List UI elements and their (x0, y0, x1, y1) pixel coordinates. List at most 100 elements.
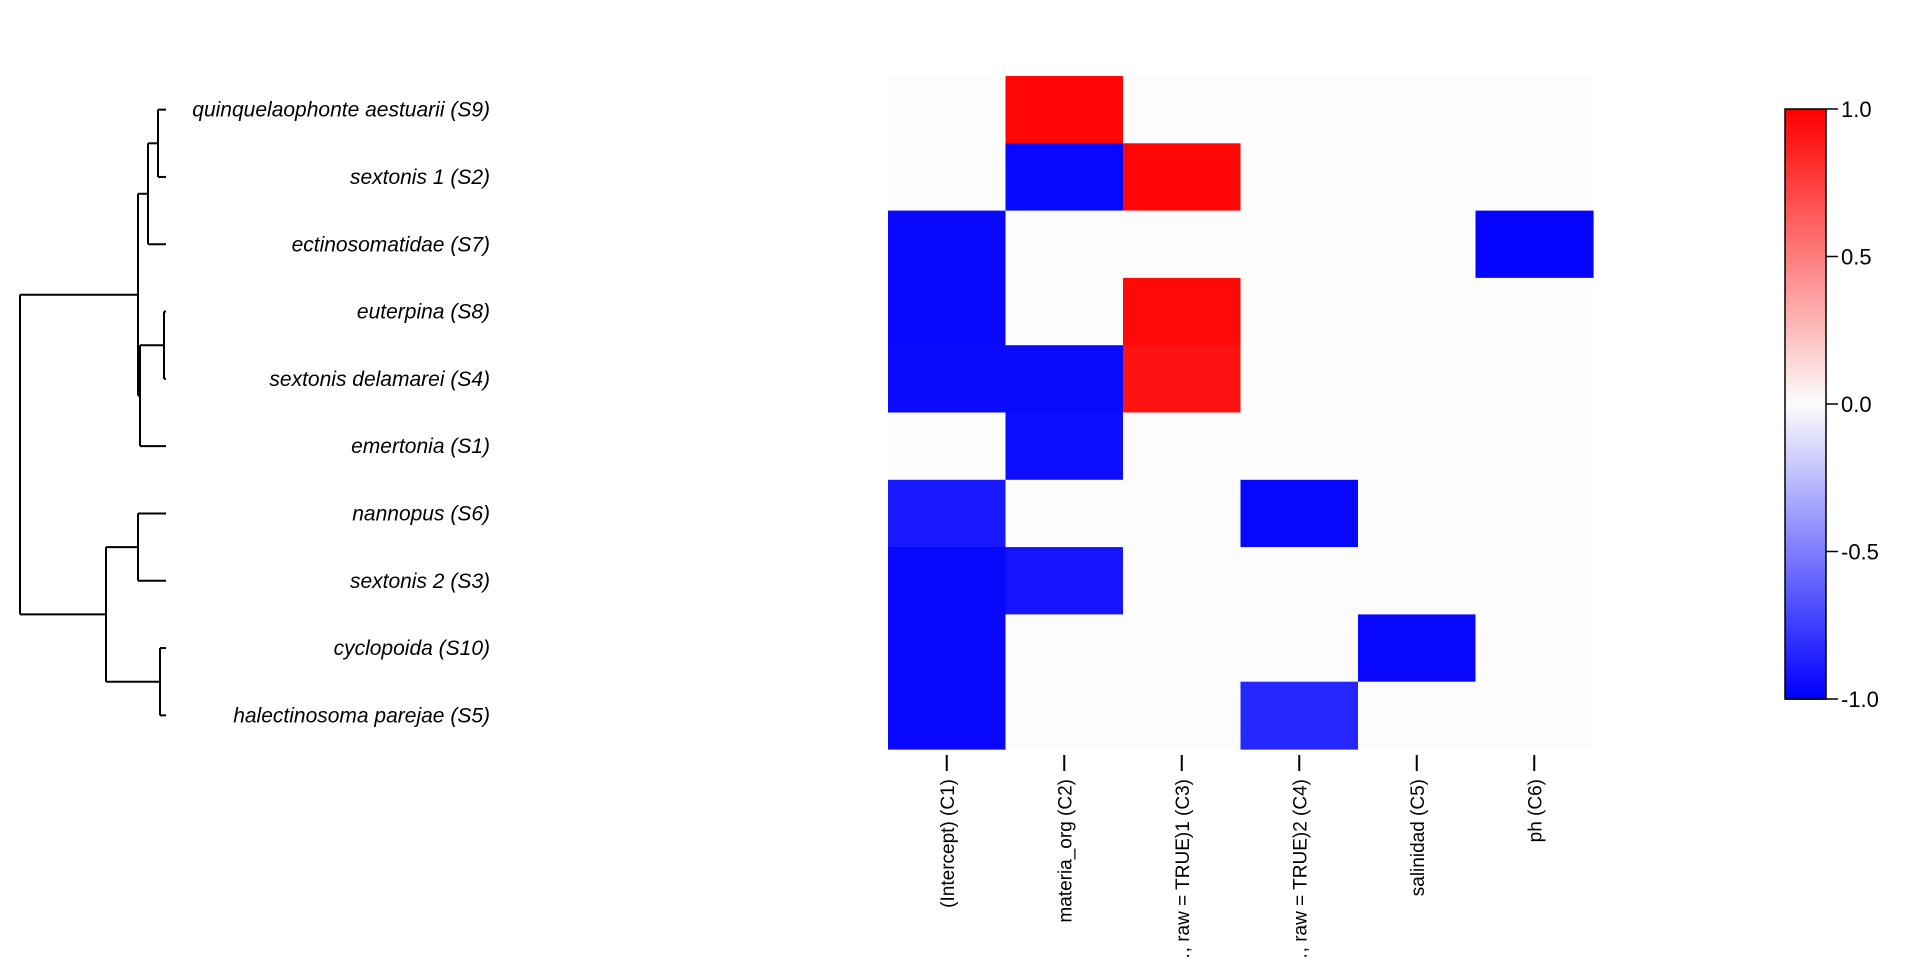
colorbar-segment (1785, 684, 1826, 688)
colorbar-segment (1785, 235, 1826, 240)
colorbar-segment (1785, 321, 1826, 326)
colorbar-segment (1785, 560, 1826, 565)
colorbar-segment (1785, 471, 1826, 476)
colorbar-segment (1785, 634, 1826, 638)
colorbar-segment (1785, 377, 1826, 382)
heatmap-cell (1358, 681, 1477, 750)
heatmap-cell (888, 479, 1007, 548)
heatmap-cell (1005, 76, 1124, 144)
colorbar-tick-label: -1.0 (1841, 687, 1879, 712)
colorbar-segment (1785, 312, 1826, 317)
colorbar-segment (1785, 303, 1826, 308)
colorbar: 1.0 0.5 0.0 -0.5 -1.0 (1784, 97, 1879, 712)
colorbar-segment (1785, 256, 1826, 261)
heatmap-cell (888, 277, 1007, 346)
colorbar-segment (1785, 693, 1826, 697)
colorbar-segment (1785, 179, 1826, 184)
column-axis: (Intercept) (C1) materia_org (C2) …, raw =… (938, 755, 1546, 960)
row-label: sextonis 2 (S3) (350, 570, 490, 593)
colorbar-segment (1785, 554, 1826, 559)
colorbar-segment (1785, 421, 1826, 426)
colorbar-segment (1785, 206, 1826, 211)
colorbar-segment (1785, 551, 1826, 556)
colorbar-segment (1785, 398, 1826, 402)
heatmap-cell (1123, 681, 1242, 750)
colorbar-segment (1785, 368, 1826, 373)
colorbar-segment (1785, 224, 1826, 228)
heatmap-cell (888, 76, 1007, 144)
colorbar-segment (1785, 162, 1826, 166)
colorbar-segment (1785, 374, 1826, 379)
colorbar-segment (1785, 309, 1826, 314)
colorbar-segment (1785, 483, 1826, 488)
colorbar-segment (1785, 288, 1826, 293)
heatmap-cell (1475, 681, 1594, 750)
colorbar-segment (1785, 244, 1826, 249)
colorbar-segment (1785, 318, 1826, 323)
row-label: euterpina (S8) (357, 301, 490, 324)
colorbar-segment (1785, 153, 1826, 157)
colorbar-segment (1785, 194, 1826, 199)
colorbar-segment (1785, 109, 1826, 113)
colorbar-segment (1785, 557, 1826, 562)
colorbar-segment (1785, 595, 1826, 600)
colorbar-segment (1785, 176, 1826, 181)
heatmap-cell (1123, 143, 1242, 212)
colorbar-segment (1785, 448, 1826, 452)
colorbar-segment (1785, 277, 1826, 281)
heatmap-cell (1005, 614, 1124, 683)
colorbar-segment (1785, 654, 1826, 659)
colorbar-segment (1785, 359, 1826, 364)
colorbar-segment (1785, 480, 1826, 485)
colorbar-segment (1785, 268, 1826, 273)
colorbar-segment (1785, 586, 1826, 591)
heatmap-cell (1123, 412, 1242, 481)
colorbar-segment (1785, 510, 1826, 514)
colorbar-segment (1785, 389, 1826, 393)
colorbar-segment (1785, 150, 1826, 155)
heatmap-cell (1123, 76, 1242, 144)
colorbar-segment (1785, 188, 1826, 193)
colorbar-segment (1785, 645, 1826, 650)
heatmap-cell (1123, 479, 1242, 548)
colorbar-segment (1785, 365, 1826, 370)
colorbar-segment (1785, 592, 1826, 597)
heatmap-cell (1240, 614, 1359, 683)
colorbar-segment (1785, 513, 1826, 517)
colorbar-segment (1785, 424, 1826, 429)
colorbar-segment (1785, 221, 1826, 225)
colorbar-segment (1785, 601, 1826, 606)
heatmap-cell (1358, 76, 1477, 144)
colorbar-segment (1785, 648, 1826, 653)
colorbar-segment (1785, 522, 1826, 526)
colorbar-segment (1785, 182, 1826, 187)
colorbar-segment (1785, 191, 1826, 196)
colorbar-segment (1785, 395, 1826, 399)
colorbar-segment (1785, 454, 1826, 458)
colorbar-segment (1785, 498, 1826, 503)
colorbar-segment (1785, 218, 1826, 222)
heatmap-cell (888, 412, 1007, 481)
colorbar-segment (1785, 356, 1826, 361)
colorbar-segment (1785, 406, 1826, 411)
colorbar-segment (1785, 451, 1826, 455)
heatmap-cell (1123, 210, 1242, 279)
colorbar-segment (1785, 625, 1826, 629)
colorbar-segment (1785, 545, 1826, 550)
heatmap-cell (1240, 412, 1359, 481)
colorbar-segment (1785, 147, 1826, 152)
colorbar-segment (1785, 651, 1826, 656)
colorbar-segment (1785, 380, 1826, 385)
colorbar-segment (1785, 232, 1826, 237)
row-label: sextonis delamarei (S4) (269, 368, 490, 391)
colorbar-segment (1785, 460, 1826, 464)
colorbar-segment (1785, 247, 1826, 252)
colorbar-segment (1785, 687, 1826, 691)
colorbar-segment (1785, 117, 1826, 122)
colorbar-segment (1785, 330, 1826, 334)
colorbar-segment (1785, 156, 1826, 160)
heatmap-cell (1240, 681, 1359, 750)
heatmap-cell (1240, 143, 1359, 212)
colorbar-segment (1785, 690, 1826, 694)
colorbar-segment (1785, 262, 1826, 267)
